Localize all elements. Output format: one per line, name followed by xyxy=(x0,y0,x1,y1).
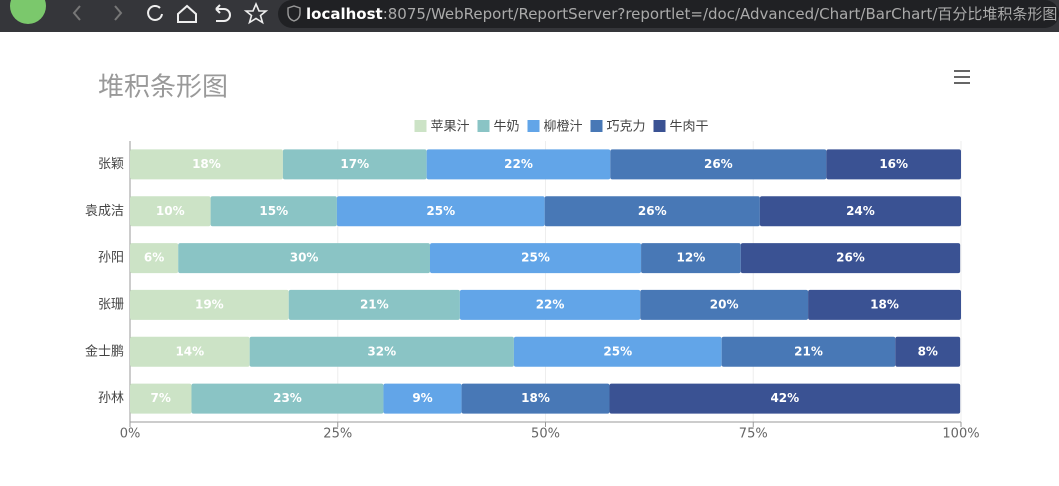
y-tick-label: 金士鹏 xyxy=(85,343,124,359)
bar-segment xyxy=(191,383,384,414)
y-tick-label: 孙阳 xyxy=(98,251,124,266)
y-tick-label: 袁成洁 xyxy=(85,204,124,219)
reload-button[interactable] xyxy=(147,5,163,21)
y-tick-label: 张珊 xyxy=(98,297,124,312)
value-label: 25% xyxy=(426,204,455,218)
value-label: 9% xyxy=(412,391,432,405)
x-tick-label: 0% xyxy=(120,427,141,442)
bar-segment xyxy=(759,196,961,227)
bar-segment xyxy=(130,196,211,227)
bar-segment xyxy=(130,243,179,274)
bar-segment xyxy=(459,289,641,320)
value-label: 16% xyxy=(879,157,908,171)
browser-logo xyxy=(10,0,46,24)
value-label: 18% xyxy=(870,297,899,311)
value-label: 7% xyxy=(151,391,171,405)
bar-segment xyxy=(210,196,337,227)
x-tick-label: 75% xyxy=(739,427,768,442)
legend-swatch xyxy=(590,120,603,132)
url: localhost:8075/WebReport/ReportServer?re… xyxy=(306,5,1059,23)
legend-label: 苹果汁 xyxy=(431,120,470,135)
bar-segment xyxy=(249,336,514,367)
bar-segment xyxy=(282,149,427,180)
chart-title: 堆积条形图 xyxy=(98,73,228,103)
bar-segment xyxy=(740,243,961,274)
legend-swatch xyxy=(653,120,666,132)
value-label: 24% xyxy=(846,204,875,218)
x-tick-label: 50% xyxy=(531,427,560,442)
bar-segment xyxy=(640,289,809,320)
value-label: 22% xyxy=(536,297,565,311)
legend-label: 牛奶 xyxy=(494,120,520,135)
value-label: 10% xyxy=(156,204,185,218)
undo-button[interactable] xyxy=(215,4,231,22)
home-button[interactable] xyxy=(177,4,197,23)
bar-segment xyxy=(513,336,722,367)
value-label: 23% xyxy=(273,391,302,405)
bar-segment xyxy=(130,336,250,367)
legend-swatch xyxy=(477,120,490,132)
bar-segment xyxy=(130,289,289,320)
url-host: localhost xyxy=(306,5,383,23)
bar-segment xyxy=(383,383,462,414)
value-label: 26% xyxy=(836,251,865,265)
bar-segment xyxy=(641,243,741,274)
bar-segment xyxy=(895,336,961,367)
url-path: :8075/WebReport/ReportServer?reportlet=/… xyxy=(383,5,1059,23)
value-label: 26% xyxy=(704,157,733,171)
y-tick-label: 孙林 xyxy=(98,391,124,406)
bar-segment xyxy=(429,243,642,274)
y-tick-label: 张颖 xyxy=(98,157,124,172)
value-label: 18% xyxy=(521,391,550,405)
value-label: 21% xyxy=(794,344,823,358)
x-tick-label: 100% xyxy=(942,427,979,442)
legend-label: 巧克力 xyxy=(607,120,646,135)
bar-segment xyxy=(130,149,283,180)
value-label: 20% xyxy=(710,297,739,311)
value-label: 42% xyxy=(770,391,799,405)
value-label: 30% xyxy=(290,251,319,265)
bar-segment xyxy=(130,383,192,414)
x-tick-label: 25% xyxy=(323,427,352,442)
value-label: 25% xyxy=(603,344,632,358)
bar-segment xyxy=(288,289,460,320)
bar-segment xyxy=(426,149,611,180)
bar-segment xyxy=(610,149,827,180)
bar-segment xyxy=(609,383,961,414)
value-label: 19% xyxy=(195,297,224,311)
back-button[interactable] xyxy=(72,5,81,21)
bar-segment xyxy=(178,243,430,274)
bar-segment xyxy=(826,149,961,180)
value-label: 25% xyxy=(521,251,550,265)
address-bar[interactable] xyxy=(278,0,1059,28)
bar-segment xyxy=(461,383,610,414)
security-icon xyxy=(287,5,301,22)
value-label: 26% xyxy=(638,204,667,218)
value-label: 18% xyxy=(192,157,221,171)
value-label: 21% xyxy=(360,297,389,311)
value-label: 32% xyxy=(367,344,396,358)
value-label: 14% xyxy=(175,344,204,358)
value-label: 8% xyxy=(918,344,938,358)
value-label: 6% xyxy=(144,251,164,265)
bar-segment xyxy=(808,289,961,320)
menu-button[interactable] xyxy=(954,70,970,84)
bar-segment xyxy=(544,196,760,227)
value-label: 17% xyxy=(340,157,369,171)
value-label: 15% xyxy=(259,204,288,218)
legend-label: 柳橙汁 xyxy=(544,120,583,135)
bar-segment xyxy=(336,196,545,227)
bookmark-button[interactable] xyxy=(243,1,269,25)
value-label: 12% xyxy=(677,251,706,265)
bar-segment xyxy=(721,336,896,367)
legend-label: 牛肉干 xyxy=(670,120,709,135)
value-label: 22% xyxy=(504,157,533,171)
legend-swatch xyxy=(527,120,540,132)
forward-button[interactable] xyxy=(114,5,123,21)
legend-swatch xyxy=(414,120,427,132)
